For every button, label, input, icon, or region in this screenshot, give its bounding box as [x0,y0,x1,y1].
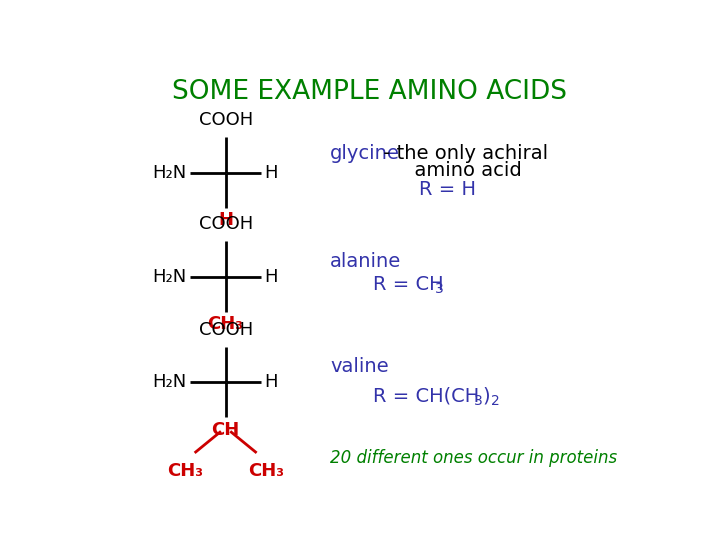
Text: - the only achiral: - the only achiral [377,144,548,163]
Text: CH₃: CH₃ [248,462,284,480]
Text: SOME EXAMPLE AMINO ACIDS: SOME EXAMPLE AMINO ACIDS [171,79,567,105]
Text: R = CH(CH: R = CH(CH [373,387,479,406]
Text: alanine: alanine [330,252,402,271]
Text: CH₃: CH₃ [207,315,243,333]
Text: CH₃: CH₃ [167,462,203,480]
Text: COOH: COOH [199,111,253,130]
Text: COOH: COOH [199,321,253,339]
Text: H: H [264,373,278,391]
Text: 2: 2 [490,394,500,408]
Text: H₂N: H₂N [153,164,187,181]
Text: H₂N: H₂N [153,373,187,391]
Text: glycine: glycine [330,144,400,163]
Text: valine: valine [330,357,389,376]
Text: 3: 3 [435,282,444,296]
Text: 20 different ones occur in proteins: 20 different ones occur in proteins [330,449,617,467]
Text: amino acid: amino acid [377,161,521,180]
Text: H₂N: H₂N [153,267,187,286]
Text: H: H [264,267,278,286]
Text: H: H [264,164,278,181]
Text: 3: 3 [474,394,482,408]
Text: ): ) [482,387,490,406]
Text: COOH: COOH [199,215,253,233]
Text: R = H: R = H [419,180,477,199]
Text: CH: CH [212,421,240,438]
Text: H: H [218,211,233,229]
Text: R = CH: R = CH [373,275,444,294]
